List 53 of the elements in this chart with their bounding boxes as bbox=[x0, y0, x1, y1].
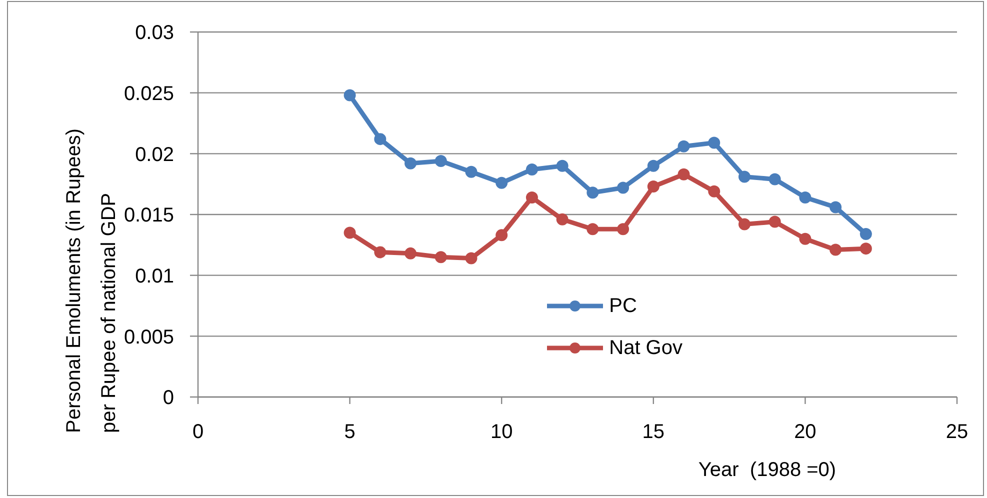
point bbox=[526, 163, 538, 176]
point bbox=[799, 232, 812, 245]
y-tick-label: 0.025 bbox=[124, 82, 174, 105]
point bbox=[496, 176, 508, 189]
point bbox=[678, 140, 690, 152]
point bbox=[860, 228, 872, 240]
point bbox=[404, 247, 417, 260]
y-tick-label: 0.005 bbox=[124, 326, 174, 348]
y-tick-label: 0 bbox=[162, 387, 174, 410]
legend-label: PC bbox=[609, 294, 637, 318]
point bbox=[556, 213, 568, 226]
x-tick-label: 5 bbox=[344, 421, 356, 444]
point bbox=[708, 185, 720, 198]
point bbox=[434, 154, 447, 167]
point bbox=[799, 191, 812, 204]
y-tick-label: 0.02 bbox=[135, 144, 174, 166]
point bbox=[678, 168, 690, 180]
x-tick-label: 15 bbox=[642, 421, 665, 444]
x-tick-label: 25 bbox=[946, 421, 968, 444]
point bbox=[647, 160, 660, 172]
y-tick-label: 0.015 bbox=[124, 204, 174, 227]
point bbox=[647, 180, 660, 193]
y-tick-label: 0.03 bbox=[135, 22, 174, 44]
point bbox=[617, 182, 630, 194]
point bbox=[526, 191, 538, 204]
x-tick-label: 10 bbox=[490, 421, 513, 444]
point bbox=[768, 173, 781, 186]
y-tick-label: 0.01 bbox=[135, 265, 174, 288]
x-tick-label: 0 bbox=[192, 421, 204, 444]
point bbox=[708, 136, 720, 149]
point bbox=[738, 170, 750, 183]
point bbox=[617, 223, 630, 236]
legend-label: Nat Gov bbox=[609, 336, 682, 360]
point bbox=[738, 218, 750, 230]
point bbox=[830, 244, 842, 256]
point bbox=[768, 216, 781, 228]
point bbox=[860, 242, 872, 255]
point bbox=[586, 223, 599, 236]
point bbox=[344, 226, 356, 239]
point bbox=[496, 229, 508, 242]
point bbox=[586, 186, 599, 199]
point bbox=[830, 201, 842, 214]
point bbox=[344, 89, 356, 102]
point bbox=[404, 157, 417, 170]
point bbox=[465, 166, 478, 178]
x-axis-title: Year (1988 =0) bbox=[698, 459, 836, 481]
point bbox=[465, 252, 478, 264]
y-axis-title: Personal Emoluments (in Rupees) per Rupee of national GDP bbox=[63, 128, 120, 433]
x-tick-label: 20 bbox=[794, 421, 816, 444]
point bbox=[374, 246, 386, 258]
point bbox=[374, 133, 386, 146]
point bbox=[434, 251, 447, 264]
point bbox=[556, 160, 568, 172]
